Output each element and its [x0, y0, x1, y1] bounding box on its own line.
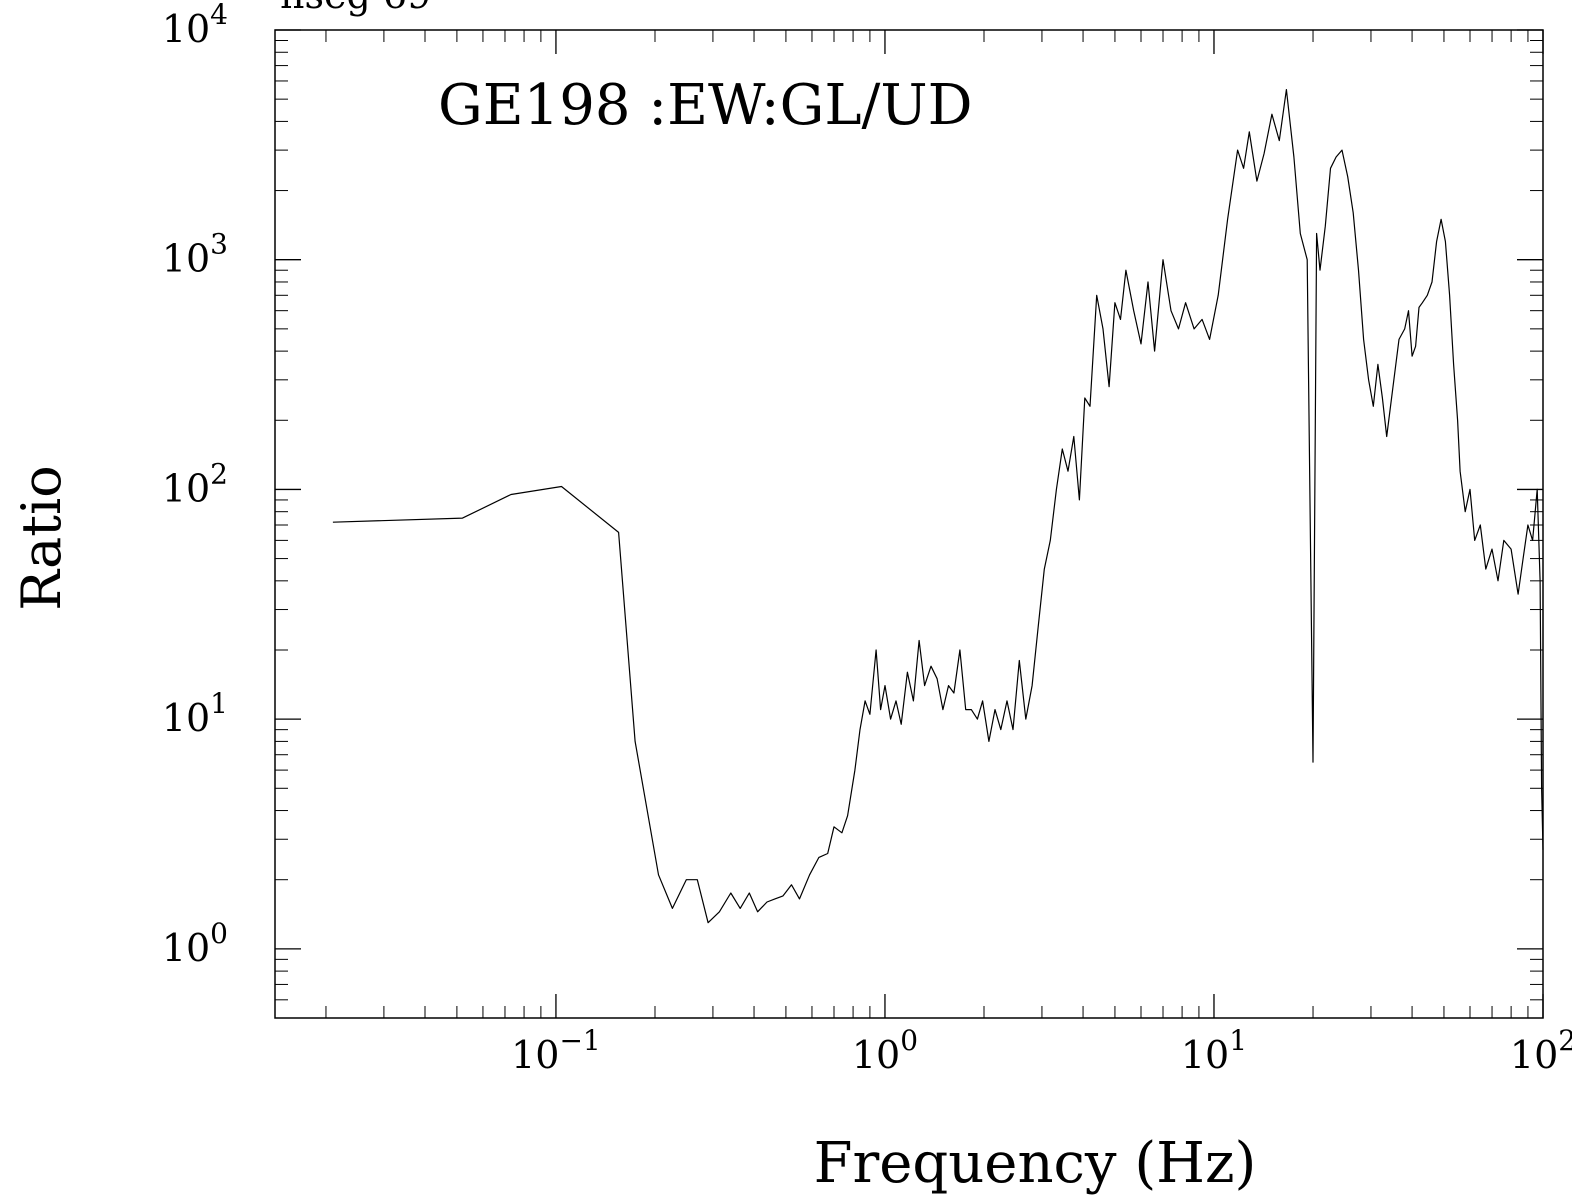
x-tick-labels: 10−1 100 101 102: [511, 1024, 1572, 1077]
x-tick-label: 10−1: [511, 1024, 601, 1077]
plot-area: [332, 88, 1544, 924]
y-tick-label: 101: [162, 687, 228, 740]
y-tick-labels: 100 101 102 103 104: [162, 0, 228, 970]
plot-frame: [274, 29, 1544, 1019]
y-tick-label: 103: [162, 228, 228, 281]
axis-ticks: [275, 29, 1544, 1019]
chart-title: GE198 :EW:GL/UD: [438, 73, 973, 138]
x-tick-label: 100: [852, 1024, 918, 1077]
y-tick-label: 102: [162, 457, 228, 510]
series-line: [332, 88, 1544, 924]
x-tick-label: 102: [1510, 1024, 1572, 1077]
x-tick-label: 101: [1181, 1024, 1247, 1077]
y-tick-label: 104: [162, 0, 228, 51]
top-note: nseg 69: [280, 0, 431, 17]
y-axis-label: Ratio: [10, 465, 73, 611]
x-axis-label: Frequency (Hz): [814, 1131, 1257, 1196]
y-tick-label: 100: [162, 917, 228, 970]
